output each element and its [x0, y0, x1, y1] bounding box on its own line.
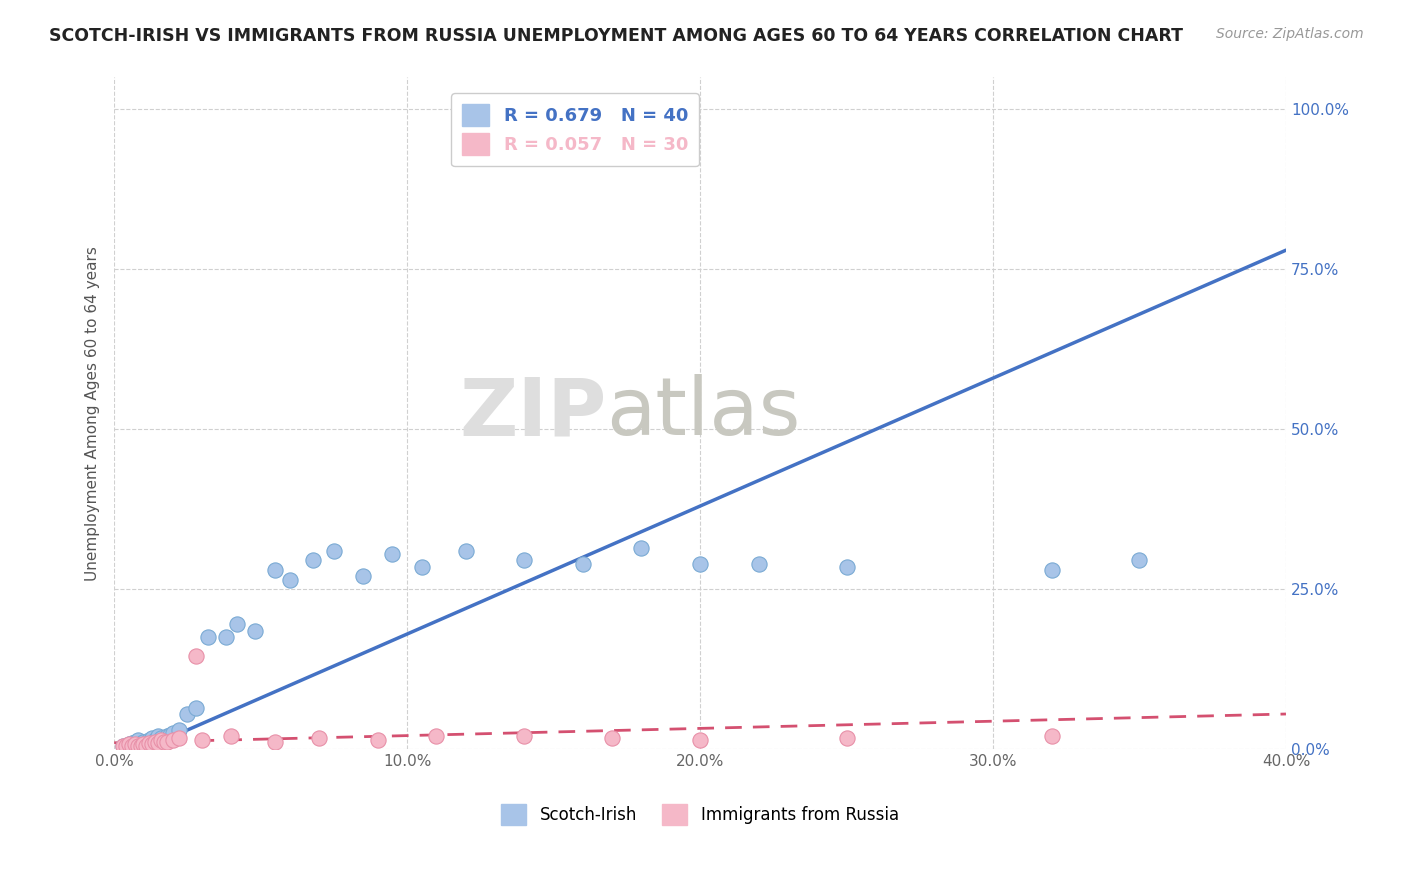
- Point: [124, 737, 146, 751]
- Point: [226, 617, 249, 632]
- Point: [264, 734, 287, 748]
- Point: [1040, 730, 1063, 744]
- Point: [167, 723, 190, 737]
- Point: [221, 730, 243, 744]
- Point: [153, 734, 176, 748]
- Point: [129, 737, 152, 751]
- Point: [156, 730, 179, 744]
- Point: [308, 731, 330, 745]
- Point: [162, 732, 184, 747]
- Point: [214, 630, 236, 644]
- Text: ZIP: ZIP: [460, 375, 606, 452]
- Point: [264, 563, 287, 577]
- Point: [153, 732, 176, 747]
- Point: [243, 624, 266, 638]
- Legend: Scotch-Irish, Immigrants from Russia: Scotch-Irish, Immigrants from Russia: [495, 797, 905, 831]
- Point: [138, 732, 160, 747]
- Point: [159, 728, 181, 742]
- Point: [118, 737, 141, 751]
- Point: [141, 731, 163, 745]
- Point: [135, 739, 157, 753]
- Point: [302, 553, 325, 567]
- Point: [278, 573, 301, 587]
- Point: [138, 736, 160, 750]
- Point: [167, 731, 190, 745]
- Point: [186, 700, 208, 714]
- Point: [1128, 553, 1150, 567]
- Point: [150, 731, 173, 745]
- Point: [600, 731, 623, 745]
- Point: [121, 739, 143, 753]
- Point: [689, 557, 711, 571]
- Point: [411, 559, 433, 574]
- Point: [1040, 563, 1063, 577]
- Point: [835, 559, 858, 574]
- Point: [513, 553, 536, 567]
- Point: [124, 734, 146, 748]
- Point: [381, 547, 404, 561]
- Text: Source: ZipAtlas.com: Source: ZipAtlas.com: [1216, 27, 1364, 41]
- Point: [191, 732, 214, 747]
- Point: [162, 726, 184, 740]
- Text: atlas: atlas: [606, 375, 800, 452]
- Point: [748, 557, 770, 571]
- Point: [197, 630, 219, 644]
- Point: [513, 730, 536, 744]
- Point: [146, 730, 169, 744]
- Point: [127, 732, 149, 747]
- Point: [630, 541, 652, 555]
- Point: [367, 732, 389, 747]
- Point: [129, 739, 152, 753]
- Point: [572, 557, 595, 571]
- Point: [186, 649, 208, 664]
- Point: [146, 736, 169, 750]
- Point: [425, 730, 447, 744]
- Point: [352, 569, 374, 583]
- Point: [689, 732, 711, 747]
- Point: [322, 544, 344, 558]
- Point: [143, 734, 166, 748]
- Point: [135, 736, 157, 750]
- Point: [132, 734, 155, 748]
- Point: [111, 739, 134, 753]
- Point: [143, 732, 166, 747]
- Y-axis label: Unemployment Among Ages 60 to 64 years: Unemployment Among Ages 60 to 64 years: [86, 246, 100, 581]
- Point: [115, 739, 138, 753]
- Point: [141, 737, 163, 751]
- Point: [835, 731, 858, 745]
- Point: [156, 734, 179, 748]
- Point: [118, 737, 141, 751]
- Text: SCOTCH-IRISH VS IMMIGRANTS FROM RUSSIA UNEMPLOYMENT AMONG AGES 60 TO 64 YEARS CO: SCOTCH-IRISH VS IMMIGRANTS FROM RUSSIA U…: [49, 27, 1184, 45]
- Point: [127, 739, 149, 753]
- Point: [454, 544, 477, 558]
- Point: [150, 732, 173, 747]
- Point: [121, 736, 143, 750]
- Point: [132, 737, 155, 751]
- Point: [176, 706, 198, 721]
- Point: [111, 739, 134, 753]
